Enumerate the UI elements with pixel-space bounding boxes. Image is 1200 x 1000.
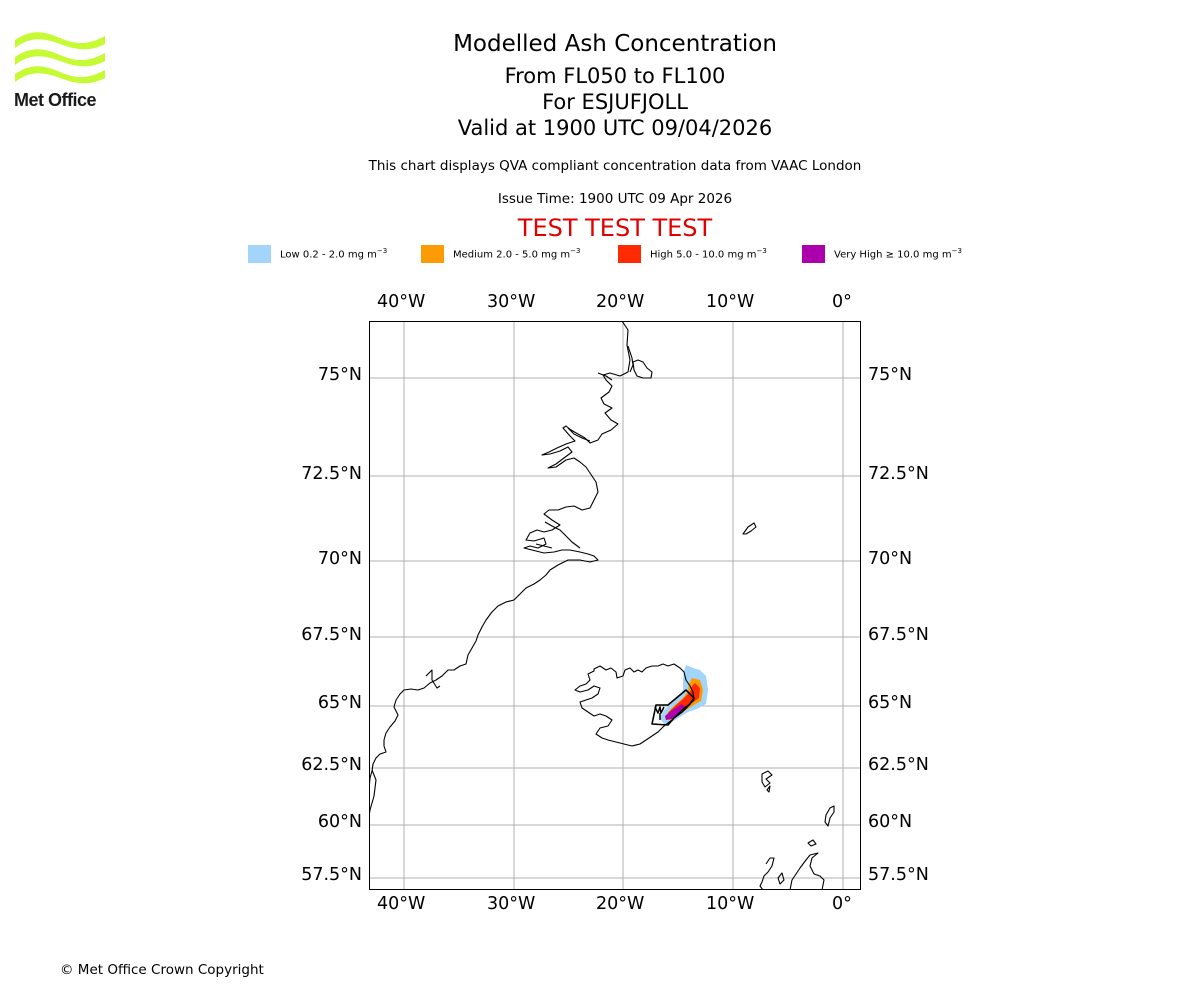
- lat-label-right-75n: 75°N: [868, 365, 913, 385]
- legend-exponent-low: −3: [376, 247, 388, 256]
- lat-label-right-60n: 60°N: [868, 812, 913, 832]
- lon-label-top-10w: 10°W: [706, 292, 755, 312]
- greenland-fjord-2: [597, 372, 613, 381]
- greenland-fjord-1: [627, 345, 634, 373]
- logo-text: Met Office: [14, 90, 97, 110]
- faroe-islands: [761, 770, 773, 788]
- legend-label-medium: Medium 2.0 - 5.0 mg m: [453, 249, 571, 261]
- map-gridlines: [369, 321, 861, 890]
- legend-item-very-high: Very High ≥ 10.0 mg m−3: [802, 244, 962, 264]
- legend-exponent-high: −3: [756, 247, 767, 256]
- map-content: [369, 321, 861, 890]
- lat-label-right-62-5n: 62.5°N: [868, 755, 929, 775]
- greenland-island-1: [632, 359, 653, 379]
- chart-description: This chart displays QVA compliant concen…: [368, 158, 862, 174]
- jan-mayen-island: [742, 522, 757, 535]
- legend-swatch-very-high: [802, 245, 825, 263]
- legend-label-low: Low 0.2 - 2.0 mg m: [280, 249, 377, 261]
- lat-label-left-65n: 65°N: [317, 693, 362, 713]
- legend-swatch-low: [248, 245, 271, 263]
- lat-label-right-65n: 65°N: [868, 693, 913, 713]
- lon-label-bottom-10w: 10°W: [706, 894, 755, 914]
- lon-label-bottom-40w: 40°W: [377, 894, 426, 914]
- lat-label-left-70n: 70°N: [317, 549, 362, 569]
- flight-level-subtitle: From FL050 to FL100: [504, 64, 726, 88]
- ash-plume: [660, 665, 708, 724]
- iceland-coastline: [574, 663, 695, 747]
- hebrides-islands-2: [777, 872, 785, 885]
- lat-label-left-67-5n: 67.5°N: [301, 625, 362, 645]
- greenland-fjord-5: [535, 543, 553, 549]
- legend-swatch-medium: [421, 245, 444, 263]
- met-office-logo: Met Office: [14, 30, 106, 112]
- lat-label-right-72-5n: 72.5°N: [868, 464, 929, 484]
- lon-label-bottom-20w: 20°W: [596, 894, 645, 914]
- lat-label-right-57-5n: 57.5°N: [868, 865, 929, 885]
- met-office-wave-icon: [15, 32, 105, 84]
- lon-label-top-0: 0°: [832, 292, 852, 312]
- lat-label-left-62-5n: 62.5°N: [301, 755, 362, 775]
- map-frame: [369, 321, 861, 890]
- legend-item-low: Low 0.2 - 2.0 mg m−3: [248, 244, 387, 264]
- lon-label-bottom-30w: 30°W: [487, 894, 536, 914]
- scotland-coastline: [789, 852, 825, 890]
- issue-time: Issue Time: 1900 UTC 09 Apr 2026: [497, 191, 733, 207]
- hebrides-islands: [759, 857, 775, 890]
- volcano-subtitle: For ESJUFJOLL: [542, 90, 688, 114]
- lon-label-top-20w: 20°W: [596, 292, 645, 312]
- lon-label-top-40w: 40°W: [377, 292, 426, 312]
- lat-label-left-72-5n: 72.5°N: [301, 464, 362, 484]
- lat-label-left-75n: 75°N: [317, 365, 362, 385]
- lat-label-right-67-5n: 67.5°N: [868, 625, 929, 645]
- copyright-notice: © Met Office Crown Copyright: [60, 962, 264, 978]
- greenland-fjord-4: [544, 521, 581, 549]
- coastlines: [369, 321, 835, 890]
- ash-hazard-outline: [651, 689, 695, 726]
- shetland-islands: [824, 805, 835, 827]
- legend-swatch-high: [618, 245, 641, 263]
- valid-time-subtitle: Valid at 1900 UTC 09/04/2026: [457, 116, 773, 140]
- legend-label-high: High 5.0 - 10.0 mg m: [650, 249, 757, 261]
- legend-exponent-very-high: −3: [951, 247, 962, 256]
- legend-item-medium: Medium 2.0 - 5.0 mg m−3: [421, 244, 580, 264]
- legend-exponent-medium: −3: [570, 247, 581, 256]
- legend-label-very-high: Very High ≥ 10.0 mg m: [834, 249, 952, 261]
- ash-very-high-area: [665, 704, 686, 720]
- lon-label-bottom-0: 0°: [832, 894, 852, 914]
- test-banner: TEST TEST TEST: [517, 214, 713, 242]
- greenland-fjord-3: [567, 427, 591, 442]
- greenland-fjord-6: [425, 669, 441, 689]
- lon-label-top-30w: 30°W: [487, 292, 536, 312]
- greenland-coastline: [369, 321, 631, 791]
- chart-title: Modelled Ash Concentration: [453, 31, 777, 57]
- faroe-islands-south: [766, 785, 771, 793]
- volcano-marker-icon: [654, 706, 665, 720]
- orkney-islands: [807, 839, 817, 847]
- legend-item-high: High 5.0 - 10.0 mg m−3: [618, 244, 767, 264]
- lat-label-left-60n: 60°N: [317, 812, 362, 832]
- concentration-legend: Low 0.2 - 2.0 mg m−3 Medium 2.0 - 5.0 mg…: [0, 244, 1200, 264]
- lat-label-right-70n: 70°N: [868, 549, 913, 569]
- lat-label-left-57-5n: 57.5°N: [301, 865, 362, 885]
